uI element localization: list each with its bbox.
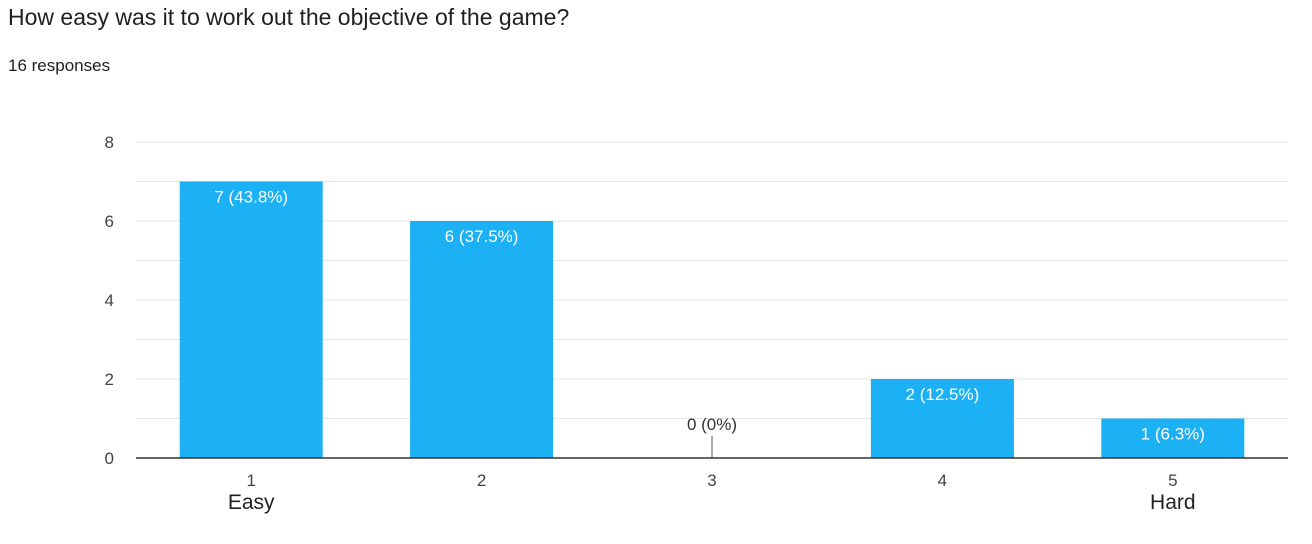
bar[interactable]: [870, 379, 1014, 458]
data-label: 7 (43.8%): [214, 188, 288, 207]
data-label: 6 (37.5%): [445, 227, 519, 246]
y-tick-label: 0: [105, 449, 114, 468]
question-title: How easy was it to work out the objectiv…: [8, 4, 570, 30]
bar[interactable]: [1101, 418, 1245, 459]
y-tick-label: 6: [105, 212, 114, 231]
data-label: 0 (0%): [687, 415, 737, 434]
data-label: 1 (6.3%): [1141, 425, 1205, 444]
bar[interactable]: [179, 181, 323, 459]
x-tick-label: 3: [707, 471, 716, 490]
data-label: 2 (12.5%): [906, 385, 980, 404]
x-tick-label: 5: [1168, 471, 1177, 490]
y-tick-label: 4: [105, 291, 114, 310]
x-category-sublabel: Easy: [228, 491, 275, 514]
y-tick-label: 2: [105, 370, 114, 389]
y-tick-label: 8: [105, 133, 114, 152]
response-count: 16 responses: [8, 56, 111, 75]
x-tick-label: 2: [477, 471, 486, 490]
x-tick-label: 4: [938, 471, 947, 490]
bar[interactable]: [410, 221, 554, 458]
x-category-sublabel: Hard: [1150, 491, 1196, 514]
x-tick-label: 1: [246, 471, 255, 490]
